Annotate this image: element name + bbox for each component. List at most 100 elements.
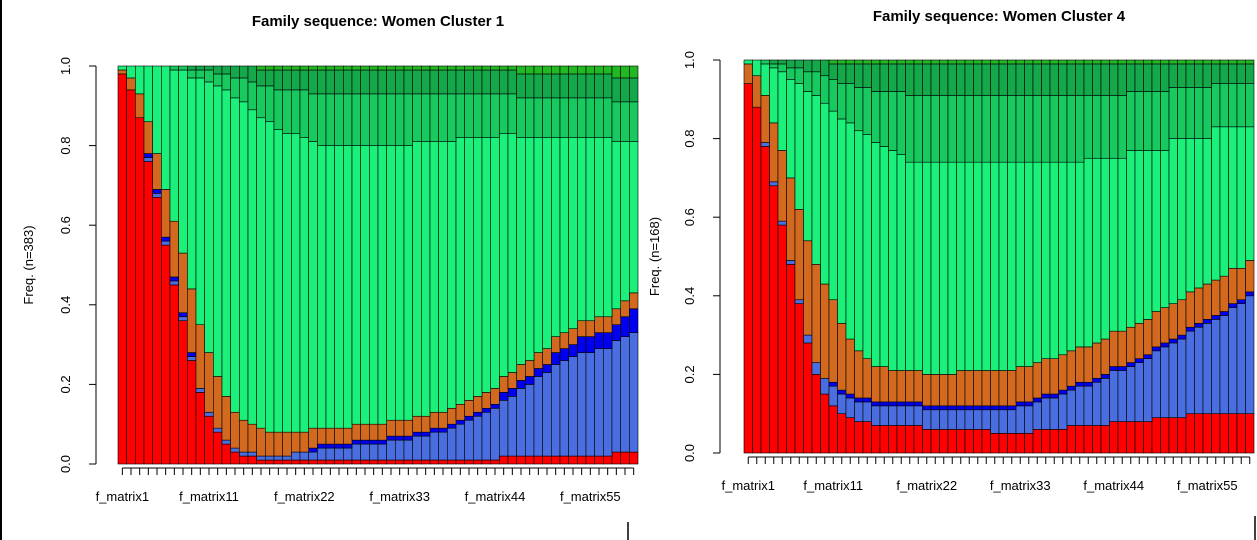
- bar-segment: [786, 79, 796, 179]
- bar-segment: [922, 63, 932, 96]
- bar-segment: [412, 459, 422, 465]
- bar-segment: [1185, 63, 1195, 88]
- bar-segment: [777, 59, 787, 65]
- bar-segment: [777, 220, 787, 226]
- bar-segment: [577, 336, 587, 353]
- bar-segment: [947, 95, 957, 163]
- bar-segment: [499, 93, 509, 134]
- bar-segment: [195, 69, 205, 79]
- bar-segment: [178, 69, 188, 254]
- bar-segment: [516, 455, 526, 465]
- bar-segment: [1041, 63, 1051, 96]
- bar-segment: [308, 93, 318, 142]
- bar-segment: [343, 427, 353, 445]
- bar-segment: [1219, 315, 1229, 415]
- y-tick-label: 0.2: [682, 365, 697, 383]
- bar-segment: [421, 65, 431, 71]
- bar-segment: [334, 427, 344, 445]
- bar-segment: [837, 413, 847, 454]
- bar-segment: [559, 332, 569, 349]
- bar-segment: [403, 145, 413, 421]
- bar-segment: [421, 93, 431, 142]
- bar-segment: [964, 59, 974, 65]
- bar-segment: [794, 59, 804, 69]
- bar-segment: [481, 407, 491, 413]
- bar-segment: [871, 59, 881, 65]
- bar-segment: [221, 73, 231, 91]
- bar-segment: [1066, 95, 1076, 163]
- bar-segment: [947, 59, 957, 65]
- bar-segment: [152, 193, 162, 198]
- bar-segment: [143, 161, 153, 465]
- bar-segment: [1194, 59, 1204, 65]
- bar-segment: [473, 137, 483, 397]
- bar-segment: [760, 63, 770, 96]
- bar-segment: [1151, 311, 1161, 348]
- bar-segment: [1024, 63, 1034, 96]
- bar-segment: [490, 388, 500, 405]
- bar-segment: [1202, 138, 1212, 285]
- bar-segment: [973, 409, 983, 430]
- chart-title: Family sequence: Women Cluster 4: [873, 8, 1126, 25]
- bar-segment: [490, 407, 500, 461]
- bar-segment: [629, 332, 639, 453]
- x-tick-label: f_matrix11: [179, 489, 239, 504]
- bar-segment: [369, 93, 379, 146]
- bar-segment: [905, 63, 915, 96]
- bar-segment: [343, 93, 353, 146]
- bar-segment: [594, 137, 604, 318]
- bar-segment: [403, 69, 413, 95]
- bar-segment: [204, 352, 214, 413]
- bar-segment: [939, 405, 949, 411]
- bar-segment: [230, 411, 240, 449]
- bar-segment: [507, 388, 517, 397]
- bar-segment: [828, 381, 838, 387]
- bar-segment: [187, 77, 197, 290]
- bar-segment: [343, 145, 353, 429]
- bar-segment: [862, 134, 872, 359]
- bar-segment: [777, 63, 787, 73]
- bar-segment: [862, 401, 872, 422]
- bar-segment: [161, 240, 171, 246]
- bar-segment: [473, 93, 483, 138]
- bar-segment: [247, 109, 257, 425]
- bar-segment: [499, 69, 509, 95]
- bar-segment: [1160, 59, 1170, 65]
- bar-segment: [947, 409, 957, 430]
- bar-segment: [421, 431, 431, 437]
- bar-segment: [629, 308, 639, 333]
- bar-segment: [760, 142, 770, 147]
- bar-segment: [981, 59, 991, 65]
- bar-segment: [230, 65, 240, 79]
- bar-segment: [1032, 429, 1042, 454]
- bar-segment: [1007, 63, 1017, 96]
- bar-segment: [1143, 91, 1153, 151]
- bar-segment: [299, 451, 309, 461]
- bar-segment: [308, 141, 318, 429]
- bar-segment: [888, 63, 898, 92]
- bar-segment: [1100, 378, 1110, 426]
- bar-segment: [1058, 161, 1068, 356]
- bar-segment: [161, 244, 171, 465]
- bar-segment: [1041, 358, 1051, 395]
- bar-segment: [1100, 63, 1110, 96]
- bar-segment: [525, 360, 535, 377]
- bar-segment: [386, 69, 396, 95]
- bar-segment: [811, 362, 821, 375]
- bar-segment: [1211, 63, 1221, 84]
- bar-segment: [939, 409, 949, 430]
- bar-segment: [542, 372, 552, 457]
- bar-segment: [956, 405, 966, 411]
- bar-segment: [265, 69, 275, 87]
- bar-segment: [1245, 63, 1255, 84]
- bar-segment: [1049, 59, 1059, 65]
- bar-segment: [386, 435, 396, 441]
- bar-segment: [473, 65, 483, 71]
- bar-segment: [325, 93, 335, 146]
- bar-segment: [964, 409, 974, 430]
- x-tick-label: f_matrix44: [1083, 478, 1144, 493]
- bar-segment: [820, 378, 830, 395]
- bar-segment: [1032, 63, 1042, 96]
- bar-segment: [169, 65, 179, 71]
- bar-segment: [412, 69, 422, 95]
